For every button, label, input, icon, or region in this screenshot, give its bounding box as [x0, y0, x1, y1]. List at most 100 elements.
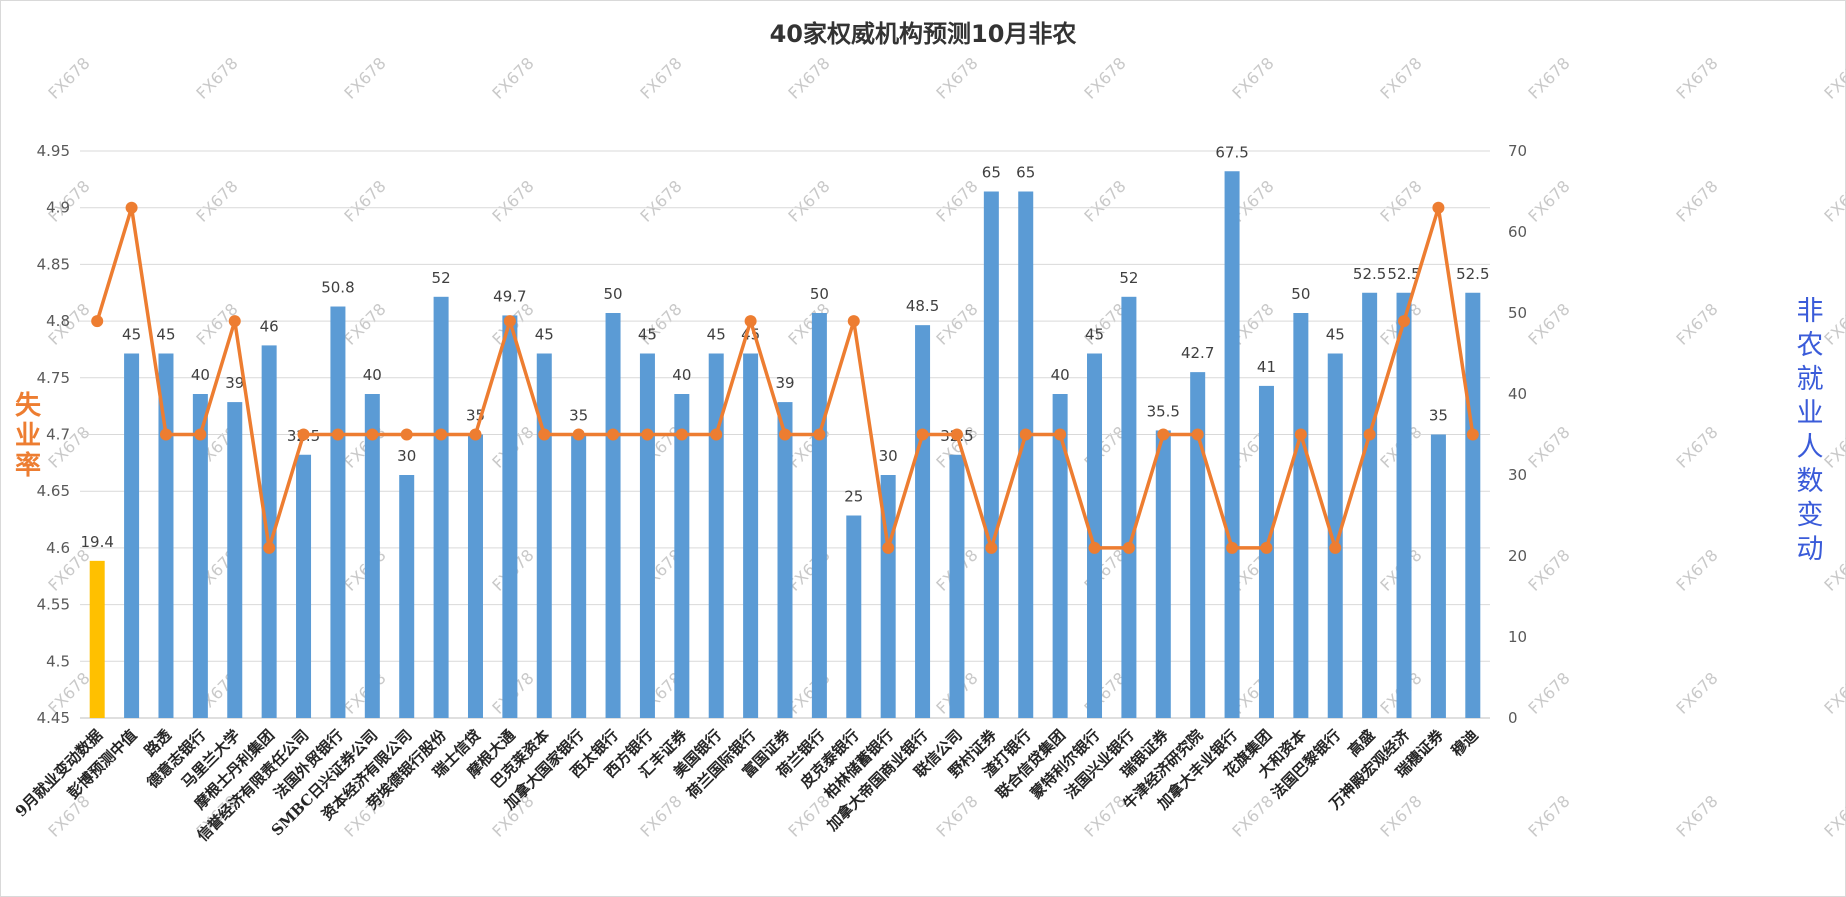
bar	[949, 454, 965, 718]
line-point	[1398, 315, 1411, 328]
line-point	[297, 428, 310, 441]
line-series	[91, 201, 1479, 554]
line-point	[1260, 541, 1273, 554]
bar-data-label: 48.5	[906, 297, 939, 315]
bar	[915, 325, 931, 718]
line-point	[1294, 428, 1307, 441]
line-point	[159, 428, 172, 441]
bar-data-label: 45	[156, 326, 175, 344]
right-axis-ticks: 0 10 20 30 40 50 60 70	[1508, 142, 1527, 727]
bar-data-label: 52.5	[1353, 265, 1386, 283]
bar	[227, 402, 243, 718]
line-point	[331, 428, 344, 441]
left-axis-tick-label: 4.7	[46, 426, 70, 444]
left-axis-tick-label: 4.55	[37, 596, 70, 614]
line-point	[813, 428, 826, 441]
line-point	[1191, 428, 1204, 441]
line-point	[263, 541, 276, 554]
chart-title: 40家权威机构预测10月非农	[770, 20, 1077, 48]
bar-data-label: 50	[810, 285, 829, 303]
bar	[1190, 372, 1206, 718]
bar	[364, 394, 380, 718]
right-axis-tick-label: 60	[1508, 223, 1527, 241]
bar	[1052, 394, 1068, 718]
bar	[674, 394, 690, 718]
bar-data-label: 40	[191, 366, 210, 384]
bar-data-label: 25	[844, 488, 863, 506]
line-point	[1019, 428, 1032, 441]
bar-data-label: 45	[638, 326, 657, 344]
right-axis-tick-label: 50	[1508, 304, 1527, 322]
bar-data-label: 19.4	[80, 533, 113, 551]
line-point	[1432, 201, 1445, 214]
bar	[467, 434, 483, 718]
bar-data-label: 52.5	[1387, 265, 1420, 283]
bar	[1293, 313, 1309, 718]
bar-data-label: 45	[1326, 326, 1345, 344]
right-axis-tick-label: 40	[1508, 385, 1527, 403]
bar-data-label: 45	[707, 326, 726, 344]
bar-data-label: 45	[535, 326, 554, 344]
bar	[124, 353, 140, 718]
bar-data-label: 40	[363, 366, 382, 384]
bar	[1155, 430, 1171, 718]
line-point	[1466, 428, 1479, 441]
bar	[1327, 353, 1343, 718]
line-point	[400, 428, 413, 441]
right-axis-tick-label: 0	[1508, 709, 1518, 727]
bar-data-label: 45	[122, 326, 141, 344]
bar	[1224, 171, 1240, 718]
bar	[983, 191, 999, 718]
bar-data-label: 46	[260, 317, 279, 335]
bar-data-label: 35	[569, 407, 588, 425]
bar-data-labels: 19.4454540394632.550.84030523549.7453550…	[80, 143, 1489, 551]
left-axis-tick-label: 4.9	[46, 199, 70, 217]
bar	[639, 353, 655, 718]
line-point	[985, 541, 998, 554]
bar	[708, 353, 724, 718]
left-axis-tick-label: 4.95	[37, 142, 70, 160]
line-point	[125, 201, 138, 214]
bar	[846, 515, 862, 718]
left-axis-tick-label: 4.5	[46, 652, 70, 670]
bar	[536, 353, 552, 718]
line-point	[1329, 541, 1342, 554]
bar-data-label: 39	[225, 374, 244, 392]
bar-data-label: 67.5	[1215, 143, 1248, 161]
line-point	[916, 428, 929, 441]
line-point	[1122, 541, 1135, 554]
left-axis-tick-label: 4.45	[37, 709, 70, 727]
bar	[330, 306, 346, 718]
line-point	[1157, 428, 1170, 441]
line-point	[847, 315, 860, 328]
line-point	[538, 428, 551, 441]
bar	[89, 560, 105, 718]
bar	[158, 353, 174, 718]
line-point	[503, 315, 516, 328]
bar-data-label: 42.7	[1181, 344, 1214, 362]
bar-data-label: 30	[397, 447, 416, 465]
bar	[811, 313, 827, 718]
line-point	[675, 428, 688, 441]
bar-data-label: 49.7	[493, 287, 526, 305]
bar	[743, 353, 759, 718]
bar	[261, 345, 277, 718]
bar-data-label: 45	[1085, 326, 1104, 344]
left-axis-title: 失业率	[15, 391, 42, 481]
bar	[1396, 292, 1412, 718]
line-point	[882, 541, 895, 554]
line-point	[435, 428, 448, 441]
line-point	[779, 428, 791, 441]
bar	[296, 454, 312, 718]
left-axis-tick-label: 4.8	[46, 312, 70, 330]
right-axis-tick-label: 30	[1508, 466, 1527, 484]
bar-data-label: 40	[672, 366, 691, 384]
bar	[1430, 434, 1446, 718]
bar-data-label: 50	[1291, 285, 1310, 303]
bar	[1087, 353, 1103, 718]
bar	[571, 434, 587, 718]
line-point	[1088, 541, 1101, 554]
bar-data-label: 30	[879, 447, 898, 465]
bar-data-label: 50	[604, 285, 623, 303]
